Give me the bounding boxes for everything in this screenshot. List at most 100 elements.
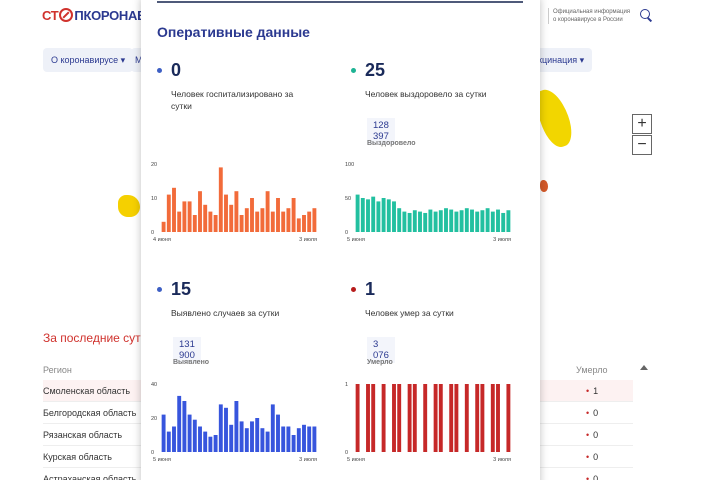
chart-bar[interactable]: [392, 201, 396, 232]
chart-bar[interactable]: [286, 426, 291, 453]
chart-bar[interactable]: [312, 426, 317, 453]
chart-bar[interactable]: [449, 209, 454, 232]
chart-bar[interactable]: [192, 215, 197, 232]
chart-bar[interactable]: [239, 421, 244, 452]
chart-bar[interactable]: [286, 208, 291, 232]
chart-bar[interactable]: [182, 401, 187, 452]
chart-bar[interactable]: [203, 204, 208, 232]
chart-bar[interactable]: [381, 384, 386, 452]
chart-bar[interactable]: [260, 208, 265, 232]
chart-bar[interactable]: [260, 428, 265, 452]
chart-bar[interactable]: [291, 198, 296, 232]
chart-bar[interactable]: [213, 215, 218, 232]
chart-bar[interactable]: [234, 191, 239, 232]
chart-bar[interactable]: [177, 395, 182, 452]
chart-bar[interactable]: [244, 208, 249, 232]
chart-bar[interactable]: [270, 211, 275, 232]
chart-bar[interactable]: [255, 418, 260, 452]
chart-bar[interactable]: [459, 210, 464, 232]
chart-bar[interactable]: [423, 212, 428, 232]
chart-bar[interactable]: [218, 404, 223, 452]
chart-bar[interactable]: [234, 401, 239, 452]
chart-bar[interactable]: [281, 211, 286, 232]
zoom-out-button[interactable]: −: [632, 135, 652, 155]
chart-bar[interactable]: [229, 204, 234, 232]
chart-bar[interactable]: [296, 218, 301, 232]
chart-bar[interactable]: [371, 384, 376, 452]
chart-bar[interactable]: [506, 384, 511, 452]
chart-bar[interactable]: [386, 199, 391, 232]
chart-bar[interactable]: [208, 211, 213, 232]
chart-bar[interactable]: [161, 414, 166, 452]
chart-bar[interactable]: [203, 431, 208, 452]
nav-vaccination[interactable]: кцинация ▾: [530, 48, 593, 72]
chart-bar[interactable]: [376, 201, 381, 232]
chart-bar[interactable]: [265, 191, 270, 232]
chart-bar[interactable]: [433, 384, 438, 452]
chart-bar[interactable]: [307, 211, 312, 232]
chart-bar[interactable]: [281, 426, 286, 453]
chart-bar[interactable]: [381, 198, 386, 232]
chart-bar[interactable]: [172, 426, 176, 453]
chart-bar[interactable]: [475, 384, 480, 452]
chart-bar[interactable]: [250, 421, 254, 452]
chart-bar[interactable]: [423, 384, 428, 452]
cases-chart[interactable]: 40 20 0 5 июня 3 июля: [151, 382, 321, 463]
chart-bar[interactable]: [402, 211, 407, 232]
chart-bar[interactable]: [355, 384, 360, 452]
chart-bar[interactable]: [480, 210, 485, 232]
chart-bar[interactable]: [412, 384, 417, 452]
chart-bar[interactable]: [464, 208, 469, 232]
chart-bar[interactable]: [224, 407, 228, 452]
chart-bar[interactable]: [433, 211, 438, 232]
chart-bar[interactable]: [371, 196, 376, 232]
chart-bar[interactable]: [166, 194, 171, 232]
chart-bar[interactable]: [407, 384, 412, 452]
recovered-chart[interactable]: 100 50 0 5 июня 3 июля: [345, 162, 515, 243]
chart-bar[interactable]: [270, 404, 275, 452]
chart-bar[interactable]: [392, 384, 396, 452]
chart-bar[interactable]: [366, 199, 370, 232]
chart-bar[interactable]: [490, 211, 495, 232]
scroll-up-icon[interactable]: [640, 365, 648, 370]
chart-bar[interactable]: [224, 194, 228, 232]
chart-bar[interactable]: [172, 187, 176, 232]
chart-bar[interactable]: [496, 209, 500, 232]
chart-bar[interactable]: [355, 194, 360, 232]
chart-bar[interactable]: [244, 428, 249, 452]
chart-bar[interactable]: [218, 167, 223, 232]
chart-bar[interactable]: [454, 384, 459, 452]
chart-bar[interactable]: [307, 426, 312, 453]
chart-bar[interactable]: [506, 210, 511, 232]
table-row[interactable]: Астраханская область 0: [43, 468, 633, 480]
chart-bar[interactable]: [166, 431, 171, 452]
chart-bar[interactable]: [198, 191, 202, 232]
chart-bar[interactable]: [187, 414, 192, 452]
chart-bar[interactable]: [418, 211, 422, 232]
chart-bar[interactable]: [475, 211, 480, 232]
chart-bar[interactable]: [397, 208, 402, 232]
chart-bar[interactable]: [444, 208, 448, 232]
chart-bar[interactable]: [192, 419, 197, 452]
hospitalized-chart[interactable]: 20 10 0 4 июня 3 июля: [151, 162, 321, 243]
chart-bar[interactable]: [302, 424, 306, 452]
chart-bar[interactable]: [296, 428, 301, 452]
chart-bar[interactable]: [291, 435, 296, 452]
chart-bar[interactable]: [312, 208, 317, 232]
chart-bar[interactable]: [229, 424, 234, 452]
chart-bar[interactable]: [501, 212, 506, 232]
nav-about-coronavirus[interactable]: О коронавирусе ▾: [43, 48, 134, 72]
chart-bar[interactable]: [239, 215, 244, 232]
chart-bar[interactable]: [198, 426, 202, 453]
chart-bar[interactable]: [250, 198, 254, 232]
chart-bar[interactable]: [208, 436, 213, 452]
chart-bar[interactable]: [302, 215, 306, 232]
chart-bar[interactable]: [265, 431, 270, 452]
chart-bar[interactable]: [276, 198, 280, 232]
site-logo[interactable]: СТ ПКОРОНАВИ: [42, 8, 156, 23]
search-icon[interactable]: [640, 9, 652, 21]
chart-bar[interactable]: [161, 221, 166, 232]
chart-bar[interactable]: [360, 198, 365, 232]
zoom-in-button[interactable]: +: [632, 114, 652, 134]
chart-bar[interactable]: [496, 384, 500, 452]
